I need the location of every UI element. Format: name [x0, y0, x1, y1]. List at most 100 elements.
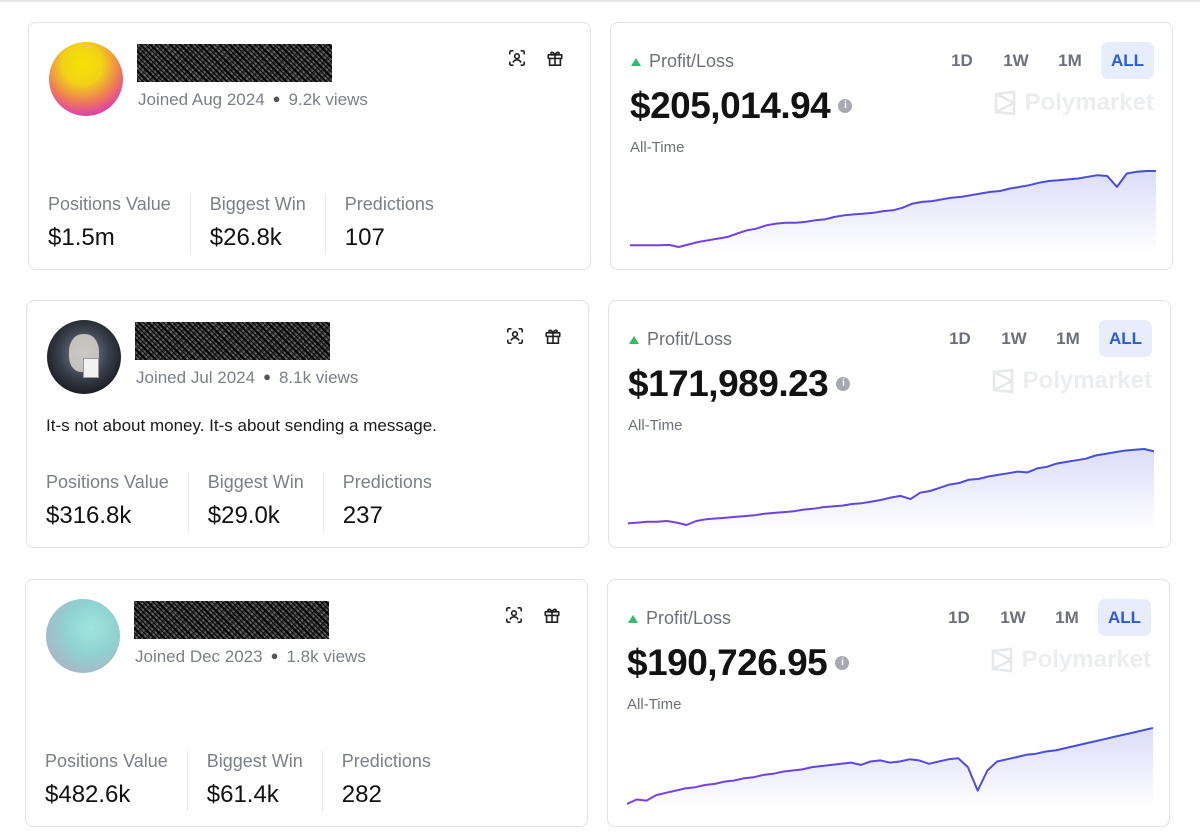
polymarket-logo: Polymarket — [990, 646, 1151, 674]
joined-date: Joined Jul 2024 — [136, 368, 256, 387]
gift-icon[interactable] — [544, 327, 562, 345]
pnl-value-row: $190,726.95 i — [627, 642, 850, 684]
view-count: 8.1k views — [278, 368, 359, 387]
info-icon[interactable]: i — [836, 377, 851, 391]
tab-all[interactable]: ALL — [1098, 320, 1152, 357]
tab-1m[interactable]: 1M — [1056, 329, 1080, 348]
stat-predictions: Predictions 282 — [321, 751, 450, 811]
triangle-up-icon — [629, 335, 639, 344]
profile-card: Joined Jul 2024 ● 8.1k views It-s not abou… — [26, 300, 589, 548]
polymarket-logo: Polymarket — [991, 367, 1152, 395]
pnl-value-row: $205,014.94 i — [630, 85, 853, 127]
pnl-header: Profit/Loss — [629, 329, 732, 350]
stat-positions-value: Positions Value $482.6k — [45, 751, 187, 811]
pnl-label: Profit/Loss — [649, 51, 735, 71]
separator-dot: ● — [272, 91, 281, 106]
stat-predictions: Predictions 237 — [322, 472, 451, 532]
pnl-value: $190,726.95 — [627, 642, 828, 683]
redacted-username — [137, 44, 332, 82]
stat-positions-value: Positions Value $1.5m — [48, 194, 190, 254]
tab-1d[interactable]: 1D — [948, 608, 970, 627]
stat-value: $61.4k — [206, 781, 279, 808]
pnl-header: Profit/Loss — [628, 608, 731, 629]
profit-loss-card: Profit/Loss 1D 1W 1M ALL $171,989.23 i Po… — [608, 300, 1171, 548]
timeframe-tabs: 1D 1W 1M ALL — [937, 320, 1152, 357]
pnl-line — [630, 170, 1156, 248]
scan-face-icon[interactable] — [506, 327, 524, 345]
polymarket-icon — [991, 647, 1012, 673]
pnl-chart — [628, 448, 1154, 531]
scan-face-icon[interactable] — [508, 49, 526, 67]
stat-label: Predictions — [341, 751, 431, 771]
pnl-line — [628, 448, 1154, 526]
stats-row: Positions Value $1.5m Biggest Win $26.8k P… — [48, 194, 453, 254]
pnl-area — [628, 449, 1154, 531]
polymarket-logo: Polymarket — [993, 89, 1154, 117]
pnl-chart — [630, 170, 1156, 253]
tab-1m[interactable]: 1M — [1058, 51, 1082, 70]
pnl-label: Profit/Loss — [647, 329, 733, 349]
avatar-card — [83, 358, 99, 378]
stat-label: Positions Value — [48, 194, 171, 214]
tab-1w[interactable]: 1W — [1000, 608, 1026, 627]
profile-meta: Joined Dec 2023 ● 1.8k views — [135, 647, 366, 667]
bio-text: It-s not about money. It-s about sending… — [46, 416, 437, 435]
timeframe-tabs: 1D 1W 1M ALL — [939, 42, 1154, 79]
tab-all[interactable]: ALL — [1100, 42, 1154, 79]
stats-row: Positions Value $316.8k Biggest Win $29.0k… — [46, 472, 451, 532]
range-label: All-Time — [627, 696, 682, 713]
stat-label: Positions Value — [45, 751, 168, 771]
range-label: All-Time — [630, 139, 685, 156]
brand-name: Polymarket — [1021, 646, 1151, 673]
profile-card: Joined Aug 2024 ● 9.2k views Positions Val… — [28, 22, 591, 270]
stat-biggest-win: Biggest Win $29.0k — [187, 472, 323, 532]
pnl-area — [630, 171, 1156, 253]
pnl-value: $205,014.94 — [630, 85, 831, 126]
stat-predictions: Predictions 107 — [324, 194, 453, 254]
stat-value: $482.6k — [45, 781, 131, 808]
pnl-line — [627, 727, 1153, 805]
profit-loss-card: Profit/Loss 1D 1W 1M ALL $205,014.94 i Po… — [610, 22, 1173, 270]
stat-label: Positions Value — [46, 472, 169, 492]
tab-1w[interactable]: 1W — [1001, 329, 1027, 348]
timeframe-tabs: 1D 1W 1M ALL — [936, 599, 1151, 636]
tab-1w[interactable]: 1W — [1003, 51, 1029, 70]
stat-label: Predictions — [344, 194, 434, 214]
info-icon[interactable]: i — [838, 99, 853, 113]
stats-row: Positions Value $482.6k Biggest Win $61.4k… — [45, 751, 450, 811]
separator-dot: ● — [263, 369, 271, 384]
gift-icon[interactable] — [546, 49, 564, 67]
stat-label: Biggest Win — [207, 472, 304, 492]
info-icon[interactable]: i — [835, 656, 850, 670]
redacted-username — [135, 322, 330, 360]
stat-value: 107 — [344, 224, 385, 251]
tab-all[interactable]: ALL — [1097, 599, 1151, 636]
tab-1d[interactable]: 1D — [949, 329, 971, 348]
view-count: 9.2k views — [288, 90, 368, 109]
pnl-area — [627, 728, 1153, 810]
avatar[interactable] — [47, 320, 121, 394]
tab-1d[interactable]: 1D — [951, 51, 973, 70]
stat-value: 282 — [341, 781, 382, 808]
profile-meta: Joined Aug 2024 ● 9.2k views — [138, 90, 368, 110]
brand-name: Polymarket — [1022, 367, 1152, 394]
profile-meta: Joined Jul 2024 ● 8.1k views — [136, 368, 358, 388]
brand-name: Polymarket — [1024, 89, 1154, 116]
pnl-chart — [627, 727, 1153, 810]
avatar[interactable] — [49, 42, 123, 116]
tab-1m[interactable]: 1M — [1055, 608, 1079, 627]
separator-dot: ● — [270, 648, 279, 663]
triangle-up-icon — [628, 614, 638, 623]
pnl-value: $171,989.23 — [628, 363, 829, 404]
scan-face-icon[interactable] — [505, 606, 523, 624]
redacted-username — [134, 601, 329, 639]
profile-card: Joined Dec 2023 ● 1.8k views Positions Val… — [25, 579, 588, 827]
pnl-value-row: $171,989.23 i — [628, 363, 851, 405]
stat-value: 237 — [342, 502, 383, 529]
triangle-up-icon — [631, 57, 641, 66]
avatar[interactable] — [46, 599, 120, 673]
stat-biggest-win: Biggest Win $61.4k — [186, 751, 322, 811]
stat-label: Biggest Win — [206, 751, 303, 771]
gift-icon[interactable] — [543, 606, 561, 624]
joined-date: Joined Dec 2023 — [135, 647, 263, 666]
